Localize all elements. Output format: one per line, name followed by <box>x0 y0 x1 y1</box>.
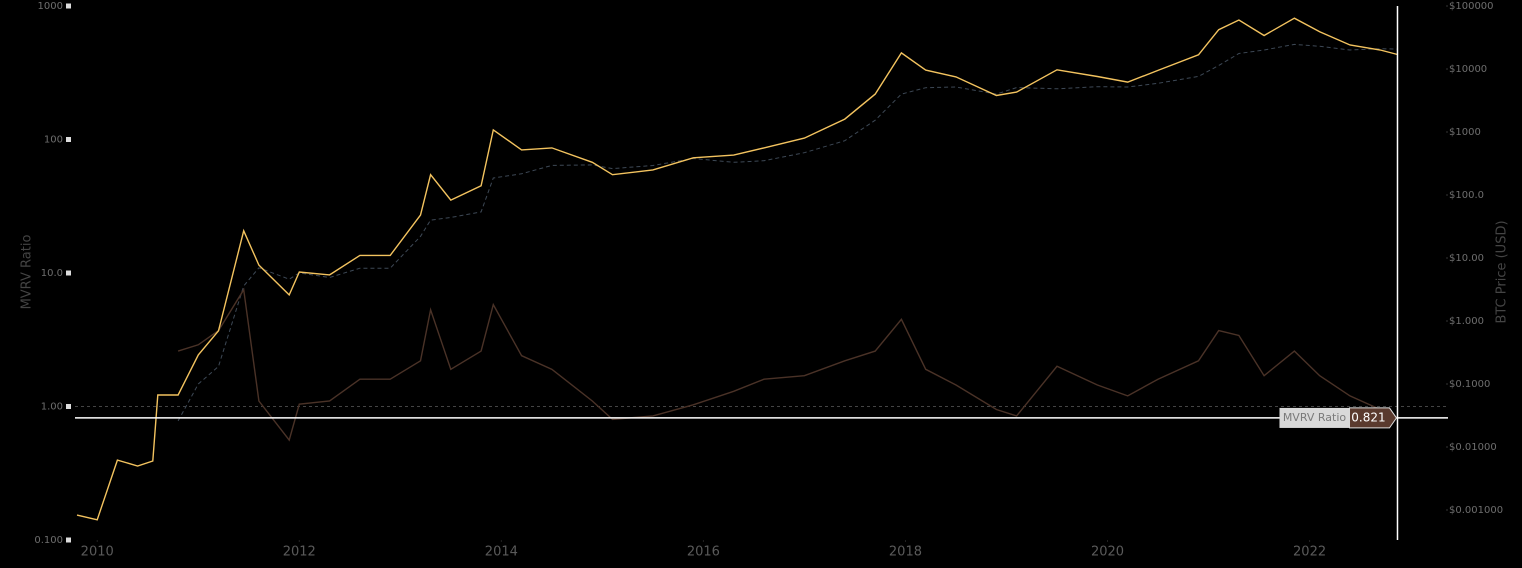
y2-tick-label: $10.00 <box>1449 253 1484 264</box>
y2-tick-label: $1000 <box>1449 127 1481 138</box>
line <box>177 287 1398 442</box>
y-tick-mark <box>66 537 71 543</box>
x-tick-label: 2014 <box>485 545 518 560</box>
tooltip-value: 0.821 <box>1351 410 1385 424</box>
y2-tick-label: $1.000 <box>1449 316 1484 327</box>
y2-tick-label: $100000 <box>1449 1 1494 12</box>
x-tick-label: 2012 <box>283 545 316 560</box>
y2-tick-label: $0.1000 <box>1449 379 1490 390</box>
tooltip-label: MVRV Ratio <box>1283 411 1347 424</box>
y-tick-mark <box>66 404 71 409</box>
line <box>76 17 1398 521</box>
x-tick-label: 2020 <box>1091 545 1124 560</box>
y2-tick-label: $10000 <box>1449 64 1487 75</box>
x-tick-label: 2016 <box>687 545 720 560</box>
tooltip-value-bg <box>1348 407 1398 429</box>
tooltip-label-bg <box>1279 407 1350 428</box>
x-tick-label: 2018 <box>889 545 922 560</box>
y-tick-label: 100 <box>44 135 63 146</box>
y-tick-mark <box>66 270 71 276</box>
y2-tick-label: $0.001000 <box>1449 505 1503 516</box>
y-tick-label: 1000 <box>38 1 63 12</box>
x-tick-label: 2022 <box>1293 545 1326 560</box>
y-tick-label: 10.0 <box>41 268 63 279</box>
y-tick-label: 0.100 <box>34 535 63 546</box>
y-tick-mark <box>66 3 71 9</box>
y2-tick-label: $0.01000 <box>1449 442 1497 453</box>
y-tick-mark <box>66 137 71 142</box>
tooltip: MVRV Ratio 0.821 <box>1279 407 1398 429</box>
y2-axis-label: BTC Price (USD) <box>1495 220 1510 323</box>
x-tick-label: 2010 <box>81 545 114 560</box>
y-tick-label: 1.00 <box>41 402 63 413</box>
dashed-line <box>177 43 1398 422</box>
y-axis-label: MVRV Ratio <box>20 235 35 310</box>
y2-tick-label: $100.0 <box>1449 190 1484 201</box>
